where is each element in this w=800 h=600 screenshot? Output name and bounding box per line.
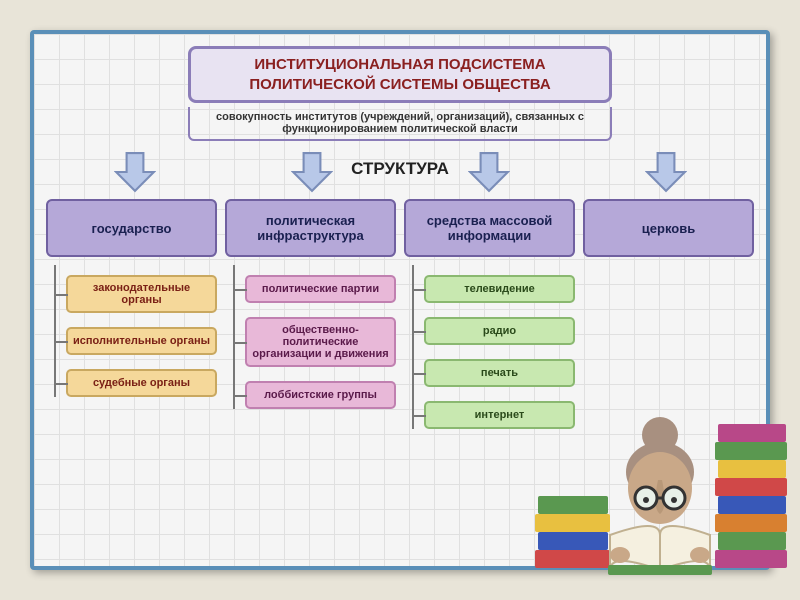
sub-item: лоббистские группы	[245, 381, 396, 409]
sub-area: политические партии общественно-политиче…	[225, 275, 396, 423]
arrow-icon	[114, 151, 156, 193]
sub-item: политические партии	[245, 275, 396, 303]
slide-container: ИНСТИТУЦИОНАЛЬНАЯ ПОДСИСТЕМА ПОЛИТИЧЕСКО…	[30, 30, 770, 570]
sub-area: законодательные органы исполнительные ор…	[46, 275, 217, 411]
sub-item: интернет	[424, 401, 575, 429]
sub-item: общественно-политические организации и д…	[245, 317, 396, 367]
sub-item: судебные органы	[66, 369, 217, 397]
branch-media: средства массовой информации телевидение…	[404, 199, 575, 443]
arrow-icon	[645, 151, 687, 193]
arrow-row: СТРУКТУРА	[46, 151, 754, 195]
title-line2: ПОЛИТИЧЕСКОЙ СИСТЕМЫ ОБЩЕСТВА	[201, 75, 600, 95]
connector-line	[54, 265, 56, 397]
branch-row: государство законодательные органы испол…	[46, 199, 754, 443]
structure-label: СТРУКТУРА	[351, 159, 449, 179]
branch-state: государство законодательные органы испол…	[46, 199, 217, 443]
sub-item: телевидение	[424, 275, 575, 303]
branch-head: церковь	[583, 199, 754, 257]
branch-head: государство	[46, 199, 217, 257]
sub-item: законодательные органы	[66, 275, 217, 313]
sub-item: радио	[424, 317, 575, 345]
branch-head: политическая инфраструктура	[225, 199, 396, 257]
sub-area: телевидение радио печать интернет	[404, 275, 575, 443]
arrow-icon	[468, 151, 510, 193]
title-line1: ИНСТИТУЦИОНАЛЬНАЯ ПОДСИСТЕМА	[201, 55, 600, 75]
connector-line	[233, 265, 235, 409]
branch-infrastructure: политическая инфраструктура политические…	[225, 199, 396, 443]
sub-item: печать	[424, 359, 575, 387]
branch-head: средства массовой информации	[404, 199, 575, 257]
title-box: ИНСТИТУЦИОНАЛЬНАЯ ПОДСИСТЕМА ПОЛИТИЧЕСКО…	[188, 46, 613, 103]
sub-item: исполнительные органы	[66, 327, 217, 355]
arrow-icon	[291, 151, 333, 193]
subtitle-box: совокупность институтов (учреждений, орг…	[188, 107, 613, 141]
branch-church: церковь	[583, 199, 754, 443]
